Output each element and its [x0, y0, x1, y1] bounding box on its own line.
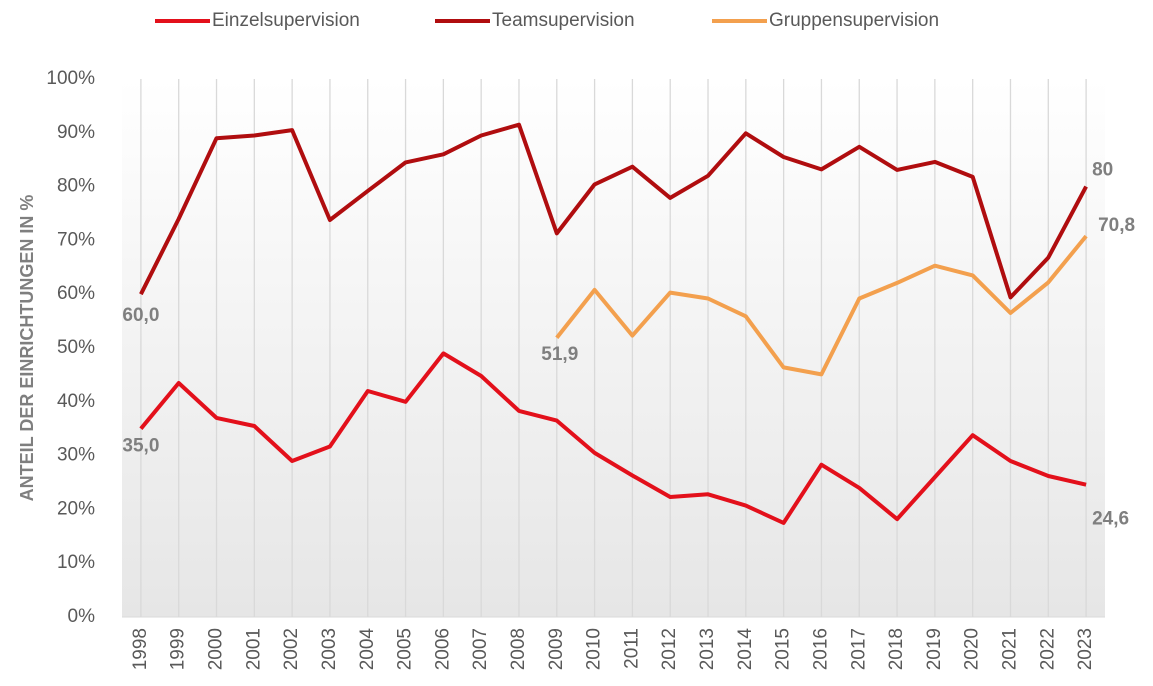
x-tick-label: 2011	[621, 628, 642, 669]
x-tick-label: 2020	[962, 628, 983, 670]
x-tick-label: 2010	[584, 628, 605, 670]
y-tick-label: 80%	[57, 176, 95, 197]
x-tick-label: 2005	[395, 628, 416, 670]
value-label: 80	[1092, 160, 1113, 181]
x-tick-label: 2019	[924, 628, 945, 670]
x-tick-label: 2008	[508, 628, 529, 670]
legend-label: Gruppensupervision	[769, 10, 939, 31]
y-tick-label: 10%	[57, 552, 95, 573]
x-tick-label: 2014	[735, 628, 756, 671]
x-tick-label: 2009	[546, 628, 567, 670]
x-tick-label: 2004	[357, 628, 378, 671]
lines	[139, 122, 1088, 525]
x-tick-label: 2007	[470, 628, 491, 670]
y-tick-label: 20%	[57, 498, 95, 519]
x-tick-label: 1998	[130, 628, 151, 670]
y-tick-label: 90%	[57, 122, 95, 143]
plot-background	[122, 79, 1105, 617]
series-line	[139, 122, 1088, 300]
legend-label: Teamsupervision	[492, 10, 635, 31]
y-tick-label: 100%	[46, 68, 95, 89]
series-line	[139, 351, 1087, 525]
y-tick-label: 70%	[57, 229, 95, 250]
y-axis-title: ANTEIL DER EINRICHTUNGEN IN %	[17, 195, 37, 502]
x-tick-label: 2023	[1075, 628, 1096, 670]
x-tick-label: 2017	[848, 628, 869, 670]
value-label: 51,9	[541, 344, 578, 365]
y-tick-label: 60%	[57, 283, 95, 304]
y-tick-label: 50%	[57, 337, 95, 358]
value-label: 70,8	[1098, 215, 1135, 236]
x-tick-label: 2012	[659, 628, 680, 670]
value-label: 24,6	[1092, 509, 1129, 530]
x-tick-label: 2000	[206, 628, 227, 670]
x-tick-label: 2003	[319, 628, 340, 670]
y-tick-label: 30%	[57, 445, 95, 466]
x-tick-label: 2013	[697, 628, 718, 670]
series-line	[555, 234, 1088, 377]
value-label: 35,0	[122, 436, 159, 457]
x-tick-label: 2018	[886, 628, 907, 670]
value-label: 60,0	[122, 305, 159, 326]
labels: 0% 10% 20% 30% 40% 50% 60% 70% 80% 90% 100% 1998 199…	[46, 10, 1135, 670]
x-tick-label: 1999	[168, 628, 189, 670]
x-tick-label: 2002	[281, 628, 302, 670]
y-tick-label: 40%	[57, 391, 95, 412]
x-tick-label: 2022	[1037, 628, 1058, 670]
x-tick-label: 2016	[810, 628, 831, 670]
legend-label: Einzelsupervision	[212, 10, 360, 31]
grid	[122, 79, 1105, 618]
x-tick-label: 2006	[432, 628, 453, 670]
x-tick-label: 2015	[773, 628, 794, 670]
x-tick-label: 2001	[243, 628, 264, 670]
y-tick-label: 0%	[68, 606, 96, 627]
x-tick-label: 2021	[999, 628, 1020, 670]
